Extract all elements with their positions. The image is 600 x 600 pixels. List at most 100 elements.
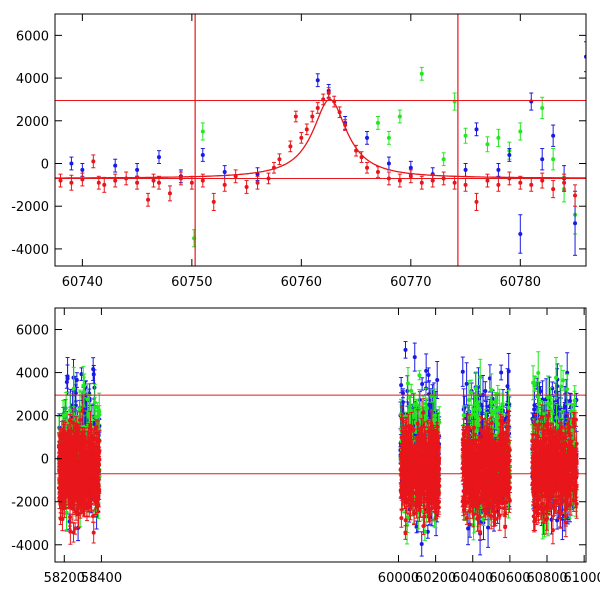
x-tick-label: 60750 <box>171 275 212 290</box>
x-tick-label: 61000 <box>563 571 600 586</box>
data-point-red <box>58 173 63 188</box>
data-point-green <box>405 367 410 400</box>
data-point-green <box>518 122 523 141</box>
data-point-green <box>496 128 501 147</box>
data-point-blue <box>74 372 79 388</box>
data-point-red <box>326 87 331 99</box>
data-point-green <box>452 92 457 111</box>
data-point-green <box>71 366 76 411</box>
data-point-red <box>113 173 118 188</box>
data-point-green <box>386 130 391 145</box>
y-tick-label: 4000 <box>16 367 49 382</box>
data-point-red <box>288 140 293 153</box>
x-tick-label: 60740 <box>62 275 103 290</box>
data-point-green <box>441 152 446 167</box>
data-point-red <box>551 180 556 199</box>
data-point-blue <box>551 124 556 147</box>
data-point-blue <box>222 165 227 179</box>
plot-area <box>55 341 586 557</box>
y-tick-label: -2000 <box>11 496 49 511</box>
data-point-red <box>102 176 107 193</box>
data-point-red <box>222 177 227 192</box>
plot-area <box>55 14 586 266</box>
data-point-green <box>200 122 205 141</box>
data-point-blue <box>424 353 429 389</box>
data-point-blue <box>419 531 424 557</box>
data-point-blue <box>496 162 501 177</box>
data-point-red <box>277 153 282 166</box>
data-point-red <box>315 102 320 114</box>
data-point-red <box>397 173 402 188</box>
data-point-red <box>151 173 156 188</box>
data-point-green <box>417 370 422 381</box>
x-tick-label: 60770 <box>390 275 431 290</box>
data-point-blue <box>315 73 320 88</box>
data-point-red <box>80 172 85 187</box>
data-point-red <box>430 173 435 188</box>
data-point-red <box>474 192 479 211</box>
data-point-red <box>408 169 413 184</box>
data-point-red <box>167 185 172 202</box>
data-point-red <box>540 172 545 189</box>
x-tick-label: 58400 <box>81 571 122 586</box>
y-tick-label: -4000 <box>11 243 49 258</box>
data-point-red <box>157 175 162 190</box>
data-point-red <box>91 521 96 544</box>
data-point-blue <box>157 150 162 164</box>
x-tick-label: 60760 <box>281 275 322 290</box>
x-tick-label: 60200 <box>415 571 456 586</box>
x-tick-label: 60800 <box>526 571 567 586</box>
data-point-green <box>558 365 563 408</box>
x-tick-label: 60780 <box>500 275 541 290</box>
data-point-blue <box>507 148 512 162</box>
light-curve-zoom-panel: -4000 -2000 0 2000 4000 6000 60740 60750 60760 60… <box>11 13 587 290</box>
data-point-red <box>293 110 298 123</box>
data-point-blue <box>200 148 205 162</box>
data-point-blue <box>386 156 391 171</box>
data-point-blue <box>64 375 69 389</box>
y-tick-label: -4000 <box>11 539 49 554</box>
data-point-blue <box>113 158 118 173</box>
data-point-red <box>233 169 238 184</box>
data-point-red <box>562 173 567 192</box>
y-tick-label: 6000 <box>16 324 49 339</box>
model-curve <box>55 98 586 179</box>
y-tick-label: 4000 <box>16 72 49 87</box>
data-point-red <box>496 177 501 192</box>
data-point-red <box>529 177 534 192</box>
x-tick-label: 60600 <box>489 571 530 586</box>
data-point-red <box>299 132 304 144</box>
data-point-red <box>310 110 315 123</box>
data-point-green <box>551 148 556 171</box>
data-point-red <box>78 411 83 429</box>
data-point-blue <box>518 214 523 254</box>
data-point-blue <box>499 364 504 381</box>
data-point-red <box>573 184 578 207</box>
y-tick-label: -2000 <box>11 200 49 215</box>
y-tick-label: 0 <box>41 453 49 468</box>
data-point-red <box>211 192 216 211</box>
data-point-blue <box>540 148 545 171</box>
data-point-blue <box>412 342 417 372</box>
data-point-red <box>91 154 96 169</box>
y-tick-label: 6000 <box>16 29 49 44</box>
data-point-blue <box>474 122 479 137</box>
x-tick-label: 60400 <box>452 571 493 586</box>
data-point-red <box>365 161 370 174</box>
x-tick-label: 58200 <box>44 571 85 586</box>
data-point-red <box>375 166 380 178</box>
data-point-blue <box>403 341 408 359</box>
data-point-green <box>397 109 402 124</box>
data-point-red <box>485 173 490 188</box>
data-point-red <box>304 123 309 136</box>
y-tick-label: 2000 <box>16 115 49 130</box>
data-point-green <box>419 66 424 81</box>
data-point-red <box>244 180 249 194</box>
data-point-blue <box>365 130 370 145</box>
data-point-blue <box>135 162 140 177</box>
data-point-blue <box>460 356 465 387</box>
data-point-blue <box>69 156 74 171</box>
data-point-green <box>463 127 468 144</box>
